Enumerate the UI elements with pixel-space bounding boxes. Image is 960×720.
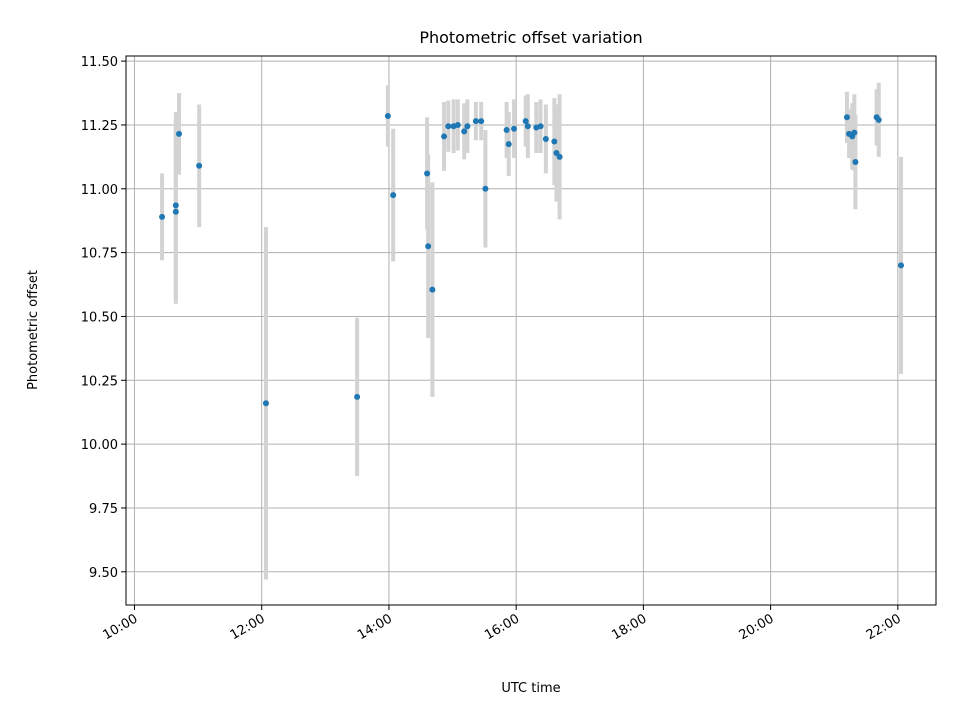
data-point: [851, 129, 858, 136]
data-point: [898, 262, 905, 269]
data-point: [445, 123, 452, 130]
data-point: [196, 162, 203, 169]
data-point: [454, 121, 461, 128]
data-point: [482, 185, 489, 192]
data-point: [537, 123, 544, 130]
data-point: [461, 128, 468, 135]
grid-layer: [126, 56, 936, 605]
y-tick-label: 11.25: [81, 119, 118, 134]
y-tick-label: 10.00: [81, 438, 118, 453]
y-tick-label: 10.25: [81, 374, 118, 389]
data-point: [503, 127, 510, 134]
data-point: [172, 202, 179, 209]
point-layer: [159, 113, 905, 407]
data-point: [425, 243, 432, 250]
data-point: [159, 213, 166, 220]
data-point: [172, 208, 179, 215]
data-point: [542, 135, 549, 142]
data-point: [384, 113, 391, 120]
data-point: [524, 123, 531, 130]
data-point: [551, 138, 558, 145]
data-point: [429, 286, 436, 293]
y-tick-label: 9.50: [89, 566, 118, 581]
data-point: [522, 118, 529, 125]
data-point: [176, 130, 183, 137]
data-point: [441, 133, 448, 140]
data-point: [505, 141, 512, 148]
data-point: [390, 192, 397, 199]
data-point: [511, 125, 518, 132]
y-tick-label: 11.00: [81, 183, 118, 198]
data-point: [843, 114, 850, 121]
x-axis-label: UTC time: [501, 681, 560, 696]
data-point: [556, 153, 563, 160]
data-point: [262, 400, 269, 407]
y-tick-label: 9.75: [89, 502, 118, 517]
data-point: [472, 118, 479, 125]
y-tick-label: 11.50: [81, 55, 118, 70]
plot-frame: [125, 55, 937, 606]
data-point: [464, 123, 471, 130]
data-point: [354, 393, 361, 400]
data-point: [478, 118, 485, 125]
y-tick-label: 10.75: [81, 247, 118, 262]
chart-title: Photometric offset variation: [419, 28, 642, 47]
data-point: [875, 116, 882, 123]
y-axis-label: Photometric offset: [26, 270, 41, 390]
y-tick-label: 10.50: [81, 310, 118, 325]
data-point: [424, 170, 431, 177]
data-point: [852, 158, 859, 165]
